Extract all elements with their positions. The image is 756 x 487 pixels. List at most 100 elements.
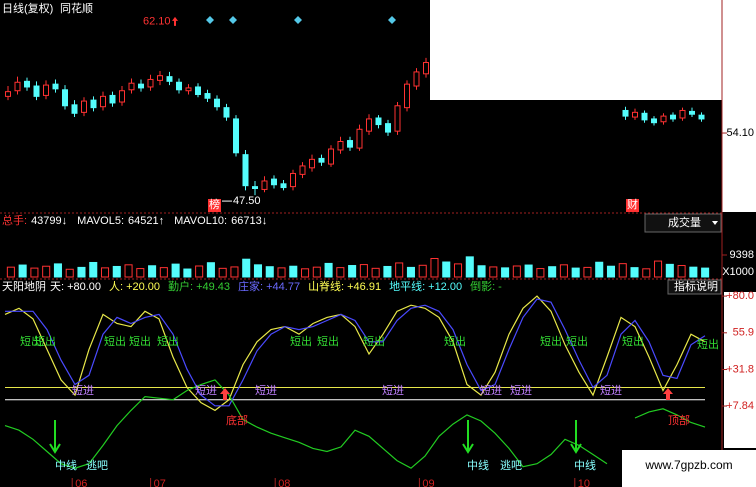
candle-body bbox=[14, 81, 21, 92]
candle-body bbox=[385, 123, 391, 133]
header-label: MAVOL5: bbox=[77, 215, 124, 227]
volume-bar bbox=[289, 265, 298, 278]
candle-body bbox=[100, 95, 106, 108]
volume-bar bbox=[265, 266, 274, 278]
candle-body bbox=[147, 78, 154, 88]
volume-bar bbox=[30, 267, 39, 278]
candle-body bbox=[195, 86, 201, 95]
volume-bar bbox=[195, 265, 204, 278]
volume-bar bbox=[218, 267, 227, 278]
volume-bar bbox=[442, 261, 451, 278]
blank-area bbox=[430, 0, 756, 100]
volume-bar bbox=[65, 268, 74, 278]
volume-bar bbox=[571, 267, 580, 278]
volume-bar bbox=[383, 265, 392, 278]
candle-body bbox=[252, 186, 258, 189]
volume-bar bbox=[348, 265, 357, 278]
buy-arrow bbox=[663, 388, 673, 400]
volume-bar bbox=[6, 266, 15, 278]
header-label: 总手: bbox=[2, 213, 27, 227]
volume-bar bbox=[595, 261, 604, 278]
signal-label: 短进 bbox=[600, 383, 622, 397]
signal-label: 中线 bbox=[55, 458, 77, 472]
chart-title: 日线(复权) bbox=[2, 1, 53, 15]
volume-bar bbox=[489, 266, 498, 278]
candle-body bbox=[71, 104, 78, 114]
signal-label: 逃吧 bbox=[86, 459, 108, 472]
candle-body bbox=[166, 76, 173, 82]
signal-label: 短出 bbox=[566, 334, 588, 348]
candle-body bbox=[366, 118, 372, 132]
signal-label: 短出 bbox=[20, 334, 42, 348]
indicator-button[interactable] bbox=[667, 279, 722, 295]
volume-bar bbox=[548, 266, 557, 278]
volume-bar bbox=[312, 266, 321, 278]
volume-bar bbox=[89, 261, 98, 278]
header-value: 66713↓ bbox=[231, 215, 267, 227]
indicator-title: 天阳地阴 bbox=[2, 280, 46, 293]
signal-label: 短进 bbox=[480, 383, 502, 397]
volume-bar bbox=[654, 260, 663, 278]
header-value: +80.00 bbox=[67, 281, 101, 293]
x-tick-label: 10 bbox=[578, 478, 590, 487]
candle-body bbox=[337, 140, 344, 151]
signal-diamonds bbox=[206, 16, 396, 24]
volume-bar bbox=[301, 268, 310, 278]
header-value: +20.00 bbox=[126, 281, 160, 293]
chart-source: 同花顺 bbox=[60, 2, 93, 15]
candle-body bbox=[290, 172, 296, 188]
candle-body bbox=[318, 157, 325, 163]
candle-body bbox=[689, 110, 695, 115]
candle-body bbox=[185, 87, 192, 92]
header-label: 人: bbox=[109, 280, 123, 293]
sell-arrow bbox=[570, 420, 582, 454]
candle-body bbox=[309, 158, 315, 169]
watermark-box bbox=[622, 450, 756, 487]
indicator-selector[interactable] bbox=[644, 213, 722, 233]
header-label: 天: bbox=[50, 281, 64, 293]
volume-bar bbox=[583, 266, 592, 278]
volume-bar bbox=[53, 263, 62, 278]
button-label[interactable]: 指标说明 bbox=[674, 279, 718, 293]
signal-label: 短进 bbox=[382, 383, 404, 397]
candle-body bbox=[109, 94, 116, 104]
candle-body bbox=[233, 118, 239, 154]
selector-label[interactable]: 成交量 bbox=[668, 215, 701, 229]
volume-bar bbox=[418, 264, 427, 278]
watermark: www.7gpzb.com bbox=[644, 458, 732, 472]
volume-bar bbox=[559, 264, 568, 278]
volume-bar bbox=[395, 262, 404, 278]
candle-body bbox=[261, 180, 268, 190]
volume-bar bbox=[336, 267, 345, 278]
axis-area bbox=[722, 100, 756, 212]
y-tick-label: 55.9 bbox=[733, 327, 754, 339]
volume-bar bbox=[677, 265, 686, 278]
buy-arrow bbox=[220, 388, 230, 400]
header-value: +44.77 bbox=[266, 281, 300, 293]
header-label: 山脊线: bbox=[308, 279, 344, 293]
header-label: 勤户: bbox=[168, 279, 193, 293]
candle-body bbox=[24, 80, 30, 88]
volume-bar bbox=[618, 263, 627, 278]
candle-body bbox=[413, 71, 420, 87]
volume-bar bbox=[477, 265, 486, 278]
candle-body bbox=[660, 115, 667, 123]
header-label: MAVOL10: bbox=[174, 215, 227, 227]
marker-box bbox=[626, 199, 639, 212]
x-tick-label: 06 bbox=[75, 478, 87, 487]
volume-bar bbox=[630, 267, 639, 278]
volume-bar bbox=[148, 265, 157, 278]
signal-label: 短出 bbox=[290, 334, 312, 348]
signal-label: 逃吧 bbox=[500, 459, 522, 472]
volume-bar bbox=[253, 264, 263, 278]
signal-label: 短出 bbox=[363, 334, 385, 348]
candle-body bbox=[622, 109, 629, 117]
volume-bar bbox=[701, 267, 710, 278]
volume-bar bbox=[606, 265, 616, 278]
candle-body bbox=[299, 165, 306, 175]
candle-body bbox=[214, 98, 220, 108]
dropdown-icon bbox=[712, 221, 718, 225]
candle-body bbox=[375, 117, 382, 126]
header-value: - bbox=[498, 281, 502, 293]
